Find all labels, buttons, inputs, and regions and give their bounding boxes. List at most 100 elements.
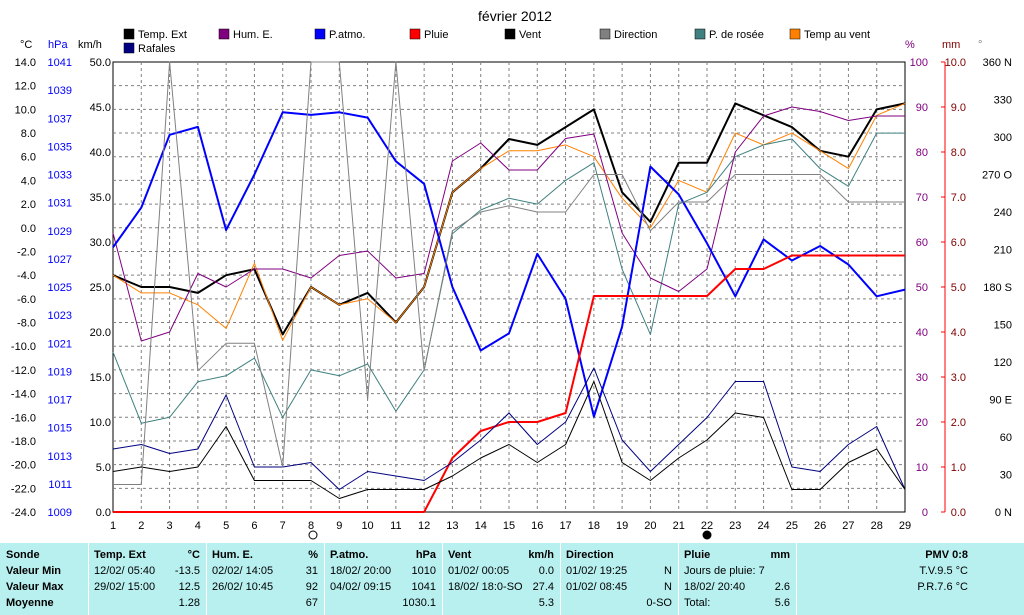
stats-direction: Direction 01/02/ 19:25 N 01/02/ 08:45 N …: [560, 543, 679, 615]
temp-axis-tick: -20.0: [11, 460, 36, 472]
vent-title: Vent: [448, 549, 472, 561]
temp-axis-tick: 8.0: [21, 128, 36, 140]
x-tick-label: 7: [280, 520, 286, 532]
humidity-axis-tick: 80: [916, 147, 928, 159]
direction-axis-tick: 120: [994, 357, 1012, 369]
humidity-axis-tick: 10: [916, 462, 928, 474]
series-p-de-ros-e: [112, 132, 905, 424]
pressure-axis-tick: 1031: [48, 198, 72, 210]
axis-tick-labels: 14.0 12.0 10.0 8.0 6.0 4.0 2.0 0.0 -2.0 -4.0 -6.0 -…: [11, 57, 1013, 519]
pressure-axis-tick: 1035: [48, 141, 72, 153]
legend-swatch: [789, 28, 801, 40]
stats-pmv: PMV 0:8 T.V.9.5 °C P.R.7.6 °C: [796, 543, 1024, 615]
direction-axis-tick: 0 N: [995, 507, 1012, 519]
moon-phase-empty-icon: [308, 530, 318, 540]
x-tick-label: 20: [644, 520, 656, 532]
rain-axis-tick: 4.0: [951, 327, 966, 339]
temp-axis-tick: -14.0: [11, 389, 36, 401]
humidity-axis-tick: 100: [910, 57, 928, 69]
hum-unit: %: [308, 549, 318, 561]
pressure-axis-tick: 1015: [48, 423, 72, 435]
dir-min-date: 01/02/ 19:25: [566, 565, 628, 577]
series-p-atmo: [112, 111, 906, 418]
temp-axis-tick: 14.0: [15, 57, 36, 69]
wind-unit: km/h: [78, 39, 102, 51]
x-tick-label: 11: [390, 520, 401, 532]
x-tick-label: 12: [418, 520, 430, 532]
x-tick-label: 10: [361, 520, 373, 532]
temp-axis-tick: 0.0: [21, 223, 36, 235]
x-tick-label: 18: [588, 520, 600, 532]
rain-axis-tick: 9.0: [951, 102, 966, 114]
direction-axis-tick: 300: [994, 132, 1012, 144]
x-tick-label: 19: [616, 520, 628, 532]
direction-axis-tick: 30: [1000, 470, 1012, 482]
x-tick-label: 1: [110, 520, 116, 532]
x-tick-label: 3: [167, 520, 173, 532]
hum-max-value: 92: [305, 581, 318, 593]
pressure-axis-tick: 1011: [48, 479, 72, 491]
wind-axis-tick: 15.0: [90, 372, 111, 384]
x-tick-label: 28: [871, 520, 883, 532]
legend-swatch: [599, 28, 611, 40]
legend-label: Temp. Ext: [138, 29, 187, 41]
patmo-avg: 1030.1: [402, 597, 436, 609]
humidity-axis-tick: 20: [916, 417, 928, 429]
temp-max-value: 12.5: [178, 581, 200, 593]
temp-axis-tick: 6.0: [21, 152, 36, 164]
temp-min-date: 12/02/ 05:40: [94, 565, 156, 577]
pressure-unit: hPa: [48, 39, 68, 51]
patmo-title: P.atmo.: [330, 549, 369, 561]
temp-unit: °C: [187, 549, 200, 561]
patmo-min-date: 18/02/ 20:00: [330, 565, 392, 577]
dir-min-value: N: [664, 565, 672, 577]
rain-axis-tick: 7.0: [951, 192, 966, 204]
legend-label: Hum. E.: [233, 29, 273, 41]
legend-swatch: [409, 28, 421, 40]
legend-swatch: [314, 28, 326, 40]
rain-axis-tick: 1.0: [951, 462, 966, 474]
humidity-unit: %: [905, 39, 915, 51]
legend-swatch: [123, 42, 135, 54]
vent-unit: km/h: [528, 549, 554, 561]
temp-axis-tick: 12.0: [15, 81, 36, 93]
temp-axis-tick: -6.0: [17, 294, 36, 306]
stats-sonde: Sonde Valeur Min Valeur Max Moyenne: [0, 543, 89, 615]
x-tick-label: 8: [308, 520, 314, 532]
x-tick-label: 26: [814, 520, 826, 532]
pressure-axis-tick: 1029: [48, 226, 72, 238]
x-tick-label: 15: [503, 520, 515, 532]
temp-title: Temp. Ext: [94, 549, 146, 561]
x-tick-label: 25: [786, 520, 798, 532]
sonde-title: Sonde: [6, 549, 40, 561]
hum-min-date: 02/02/ 14:05: [212, 565, 274, 577]
vent-avg: 5.3: [538, 597, 554, 609]
stats-temp: Temp. Ext °C 12/02/ 05:40 -13.5 29/02/ 1…: [88, 543, 207, 615]
legend-swatch: [123, 28, 135, 40]
pressure-axis-tick: 1041: [48, 57, 72, 69]
legend-label: Temp au vent: [804, 29, 870, 41]
hum-min-value: 31: [305, 565, 318, 577]
x-tick-label: 24: [757, 520, 769, 532]
stats-humidity: Hum. E. % 02/02/ 14:05 31 26/02/ 10:45 9…: [206, 543, 325, 615]
direction-axis-tick: 90 E: [989, 395, 1012, 407]
wind-axis-tick: 5.0: [96, 462, 111, 474]
x-tick-label: 14: [475, 520, 487, 532]
rain-axis-tick: 0.0: [951, 507, 966, 519]
pluie-total-label: Total:: [684, 597, 711, 609]
humidity-axis-tick: 30: [916, 372, 928, 384]
hum-title: Hum. E.: [212, 549, 253, 561]
rain-axis-tick: 5.0: [951, 282, 966, 294]
legend-swatch: [694, 28, 706, 40]
wind-axis-tick: 35.0: [90, 192, 111, 204]
pmv-pr: P.R.7.6 °C: [917, 581, 968, 593]
direction-axis-tick: 240: [994, 207, 1012, 219]
series-lines: [112, 61, 906, 513]
pressure-axis-tick: 1039: [48, 85, 72, 97]
patmo-min-value: 1010: [411, 565, 436, 577]
x-tick-label: 4: [195, 520, 201, 532]
pressure-axis-tick: 1021: [48, 338, 72, 350]
pressure-axis-tick: 1023: [48, 310, 72, 322]
dir-title: Direction: [566, 549, 614, 561]
vent-max-date: 18/02/ 18:0-SO: [448, 581, 523, 593]
